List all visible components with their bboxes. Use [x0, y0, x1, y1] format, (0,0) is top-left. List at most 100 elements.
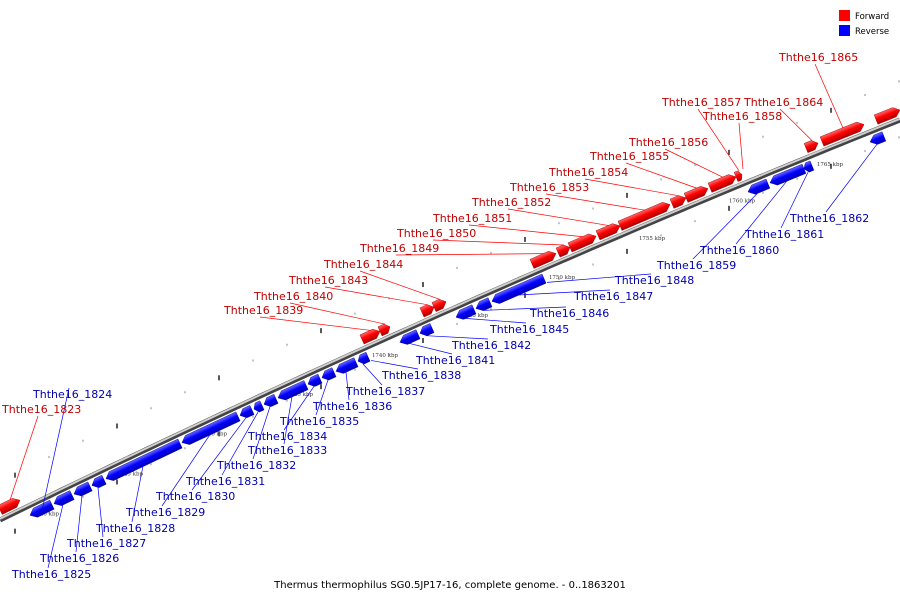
gene-label-ththe16-1830: Ththe16_1830	[155, 490, 235, 503]
gene-label-ththe16-1859: Ththe16_1859	[656, 259, 736, 272]
gene-arrow-Ththe16_1864	[803, 140, 819, 153]
gene-label-ththe16-1854: Ththe16_1854	[548, 166, 628, 179]
leader-line	[221, 411, 259, 476]
leader-line	[97, 487, 104, 538]
leader-line	[546, 273, 652, 283]
gene-label-ththe16-1838: Ththe16_1838	[381, 369, 461, 382]
gene-arrow-Ththe16_1837	[357, 351, 371, 365]
gene-label-ththe16-1826: Ththe16_1826	[39, 552, 119, 565]
gene-label-ththe16-1860: Ththe16_1860	[699, 244, 779, 257]
gene-label-ththe16-1848: Ththe16_1848	[614, 274, 694, 287]
leader-line	[259, 316, 372, 331]
leader-line	[283, 386, 315, 431]
gene-arrow-Ththe16_1849	[529, 251, 557, 269]
gene-label-ththe16-1836: Ththe16_1836	[312, 400, 392, 413]
scale-ticks	[14, 80, 900, 534]
gene-label-ththe16-1857: Ththe16_1857	[661, 96, 741, 109]
gene-label-ththe16-1832: Ththe16_1832	[216, 459, 296, 472]
gene-arrow-Ththe16_1857	[733, 170, 743, 182]
scale-label: 1720 kbp	[33, 512, 60, 518]
scale-label: 1740 kbp	[372, 353, 399, 359]
legend: Forward Reverse	[839, 10, 889, 37]
gene-label-ththe16-1834: Ththe16_1834	[247, 430, 327, 443]
leader-line	[131, 466, 144, 523]
gene-arrow-Ththe16_1842	[419, 323, 435, 337]
gene-label-ththe16-1823: Ththe16_1823	[1, 403, 81, 416]
leader-line	[814, 63, 844, 129]
leader-line	[625, 162, 698, 189]
gene-arrow-Ththe16_1834	[307, 373, 323, 387]
leader-line	[507, 208, 610, 226]
gene-label-ththe16-1849: Ththe16_1849	[359, 242, 439, 255]
gene-label-ththe16-1829: Ththe16_1829	[125, 506, 205, 519]
leader-line	[161, 434, 211, 507]
gene-label-ththe16-1855: Ththe16_1855	[589, 150, 669, 163]
gene-arrow-Ththe16_1836	[335, 357, 359, 374]
scale-label: 1745 kbp	[462, 313, 489, 319]
gene-label-ththe16-1843: Ththe16_1843	[288, 274, 368, 287]
gene-arrow-Ththe16_1832	[263, 394, 279, 407]
leader-line	[395, 253, 545, 256]
scale-labels: 1720 kbp 1725 kbp 1730 kbp 1735 kbp 1740 kbp…	[33, 162, 844, 517]
genome-axis	[0, 117, 900, 523]
leader-line	[468, 224, 584, 238]
leader-line	[324, 286, 429, 306]
leader-line	[362, 363, 383, 386]
gene-label-ththe16-1846: Ththe16_1846	[529, 307, 609, 320]
gene-arrow-Ththe16_1846	[475, 297, 493, 311]
gene-arrow-Ththe16_1831	[253, 400, 265, 413]
gene-label-ththe16-1862: Ththe16_1862	[789, 212, 869, 225]
leader-line	[315, 379, 329, 416]
gene-arrow-Ththe16_1865	[819, 121, 865, 147]
gene-label-ththe16-1831: Ththe16_1831	[185, 475, 265, 488]
leader-line	[289, 302, 386, 325]
gene-arrow-Ththe16_1859	[747, 178, 771, 195]
legend-label-reverse: Reverse	[855, 27, 889, 37]
gene-label-ththe16-1864: Ththe16_1864	[743, 96, 823, 109]
gene-label-ththe16-1841: Ththe16_1841	[415, 354, 495, 367]
scale-label: 1765 kbp	[817, 162, 844, 168]
gene-arrow-Ththe16_1827	[91, 474, 107, 488]
gene-arrow-Ththe16_1833	[277, 380, 309, 401]
leader-line	[408, 342, 453, 355]
leader-line	[75, 495, 83, 553]
gene-arrow-Ththe16_1854	[669, 195, 687, 209]
gene-arrow-Ththe16_1825	[53, 490, 75, 506]
scale-label: 1725 kbp	[117, 471, 144, 477]
leader-line	[432, 239, 565, 246]
gene-label-ththe16-1824: Ththe16_1824	[32, 388, 112, 401]
gene-arrow-Ththe16_1843	[419, 304, 435, 318]
leader-line	[482, 306, 567, 311]
gene-arrow-Ththe16_1829	[181, 411, 241, 445]
gene-arrow-Ththe16_1855	[683, 186, 709, 203]
gene-arrow-Ththe16_1851	[567, 233, 597, 253]
leader-line	[9, 415, 39, 501]
leader-line	[584, 178, 680, 197]
scale-label: 1750 kbp	[549, 275, 576, 281]
gene-label-ththe16-1853: Ththe16_1853	[509, 181, 589, 194]
leader-line	[425, 335, 489, 340]
gene-arrow-Ththe16_1862	[869, 131, 887, 145]
scale-label: 1730 kbp	[201, 432, 228, 438]
gene-label-ththe16-1833: Ththe16_1833	[247, 444, 327, 457]
leader-line	[191, 417, 247, 491]
gene-arrow-Ththe16_1856	[707, 174, 737, 193]
gene-label-ththe16-1847: Ththe16_1847	[573, 290, 653, 303]
gene-arrow-Ththe16_1828	[105, 438, 183, 481]
gene-arrow-Ththe16_1852	[595, 223, 621, 241]
leader-line	[738, 122, 744, 170]
gene-arrow-Ththe16_1844	[431, 299, 447, 312]
leader-line	[47, 504, 64, 569]
gene-label-ththe16-1828: Ththe16_1828	[95, 522, 175, 535]
gene-label-ththe16-1844: Ththe16_1844	[323, 258, 403, 271]
gene-arrow-Ththe16_1835	[321, 367, 337, 381]
gene-labels: Ththe16_1823 Ththe16_1824 Ththe16_1825 Thth…	[1, 51, 869, 581]
gene-label-ththe16-1845: Ththe16_1845	[489, 323, 569, 336]
gene-label-ththe16-1837: Ththe16_1837	[345, 385, 425, 398]
gene-label-ththe16-1825: Ththe16_1825	[11, 568, 91, 581]
scale-label: 1755 kbp	[639, 236, 666, 242]
gene-arrow-Ththe16_1845	[455, 304, 477, 320]
leader-line	[252, 406, 271, 460]
leader-line	[779, 108, 813, 141]
